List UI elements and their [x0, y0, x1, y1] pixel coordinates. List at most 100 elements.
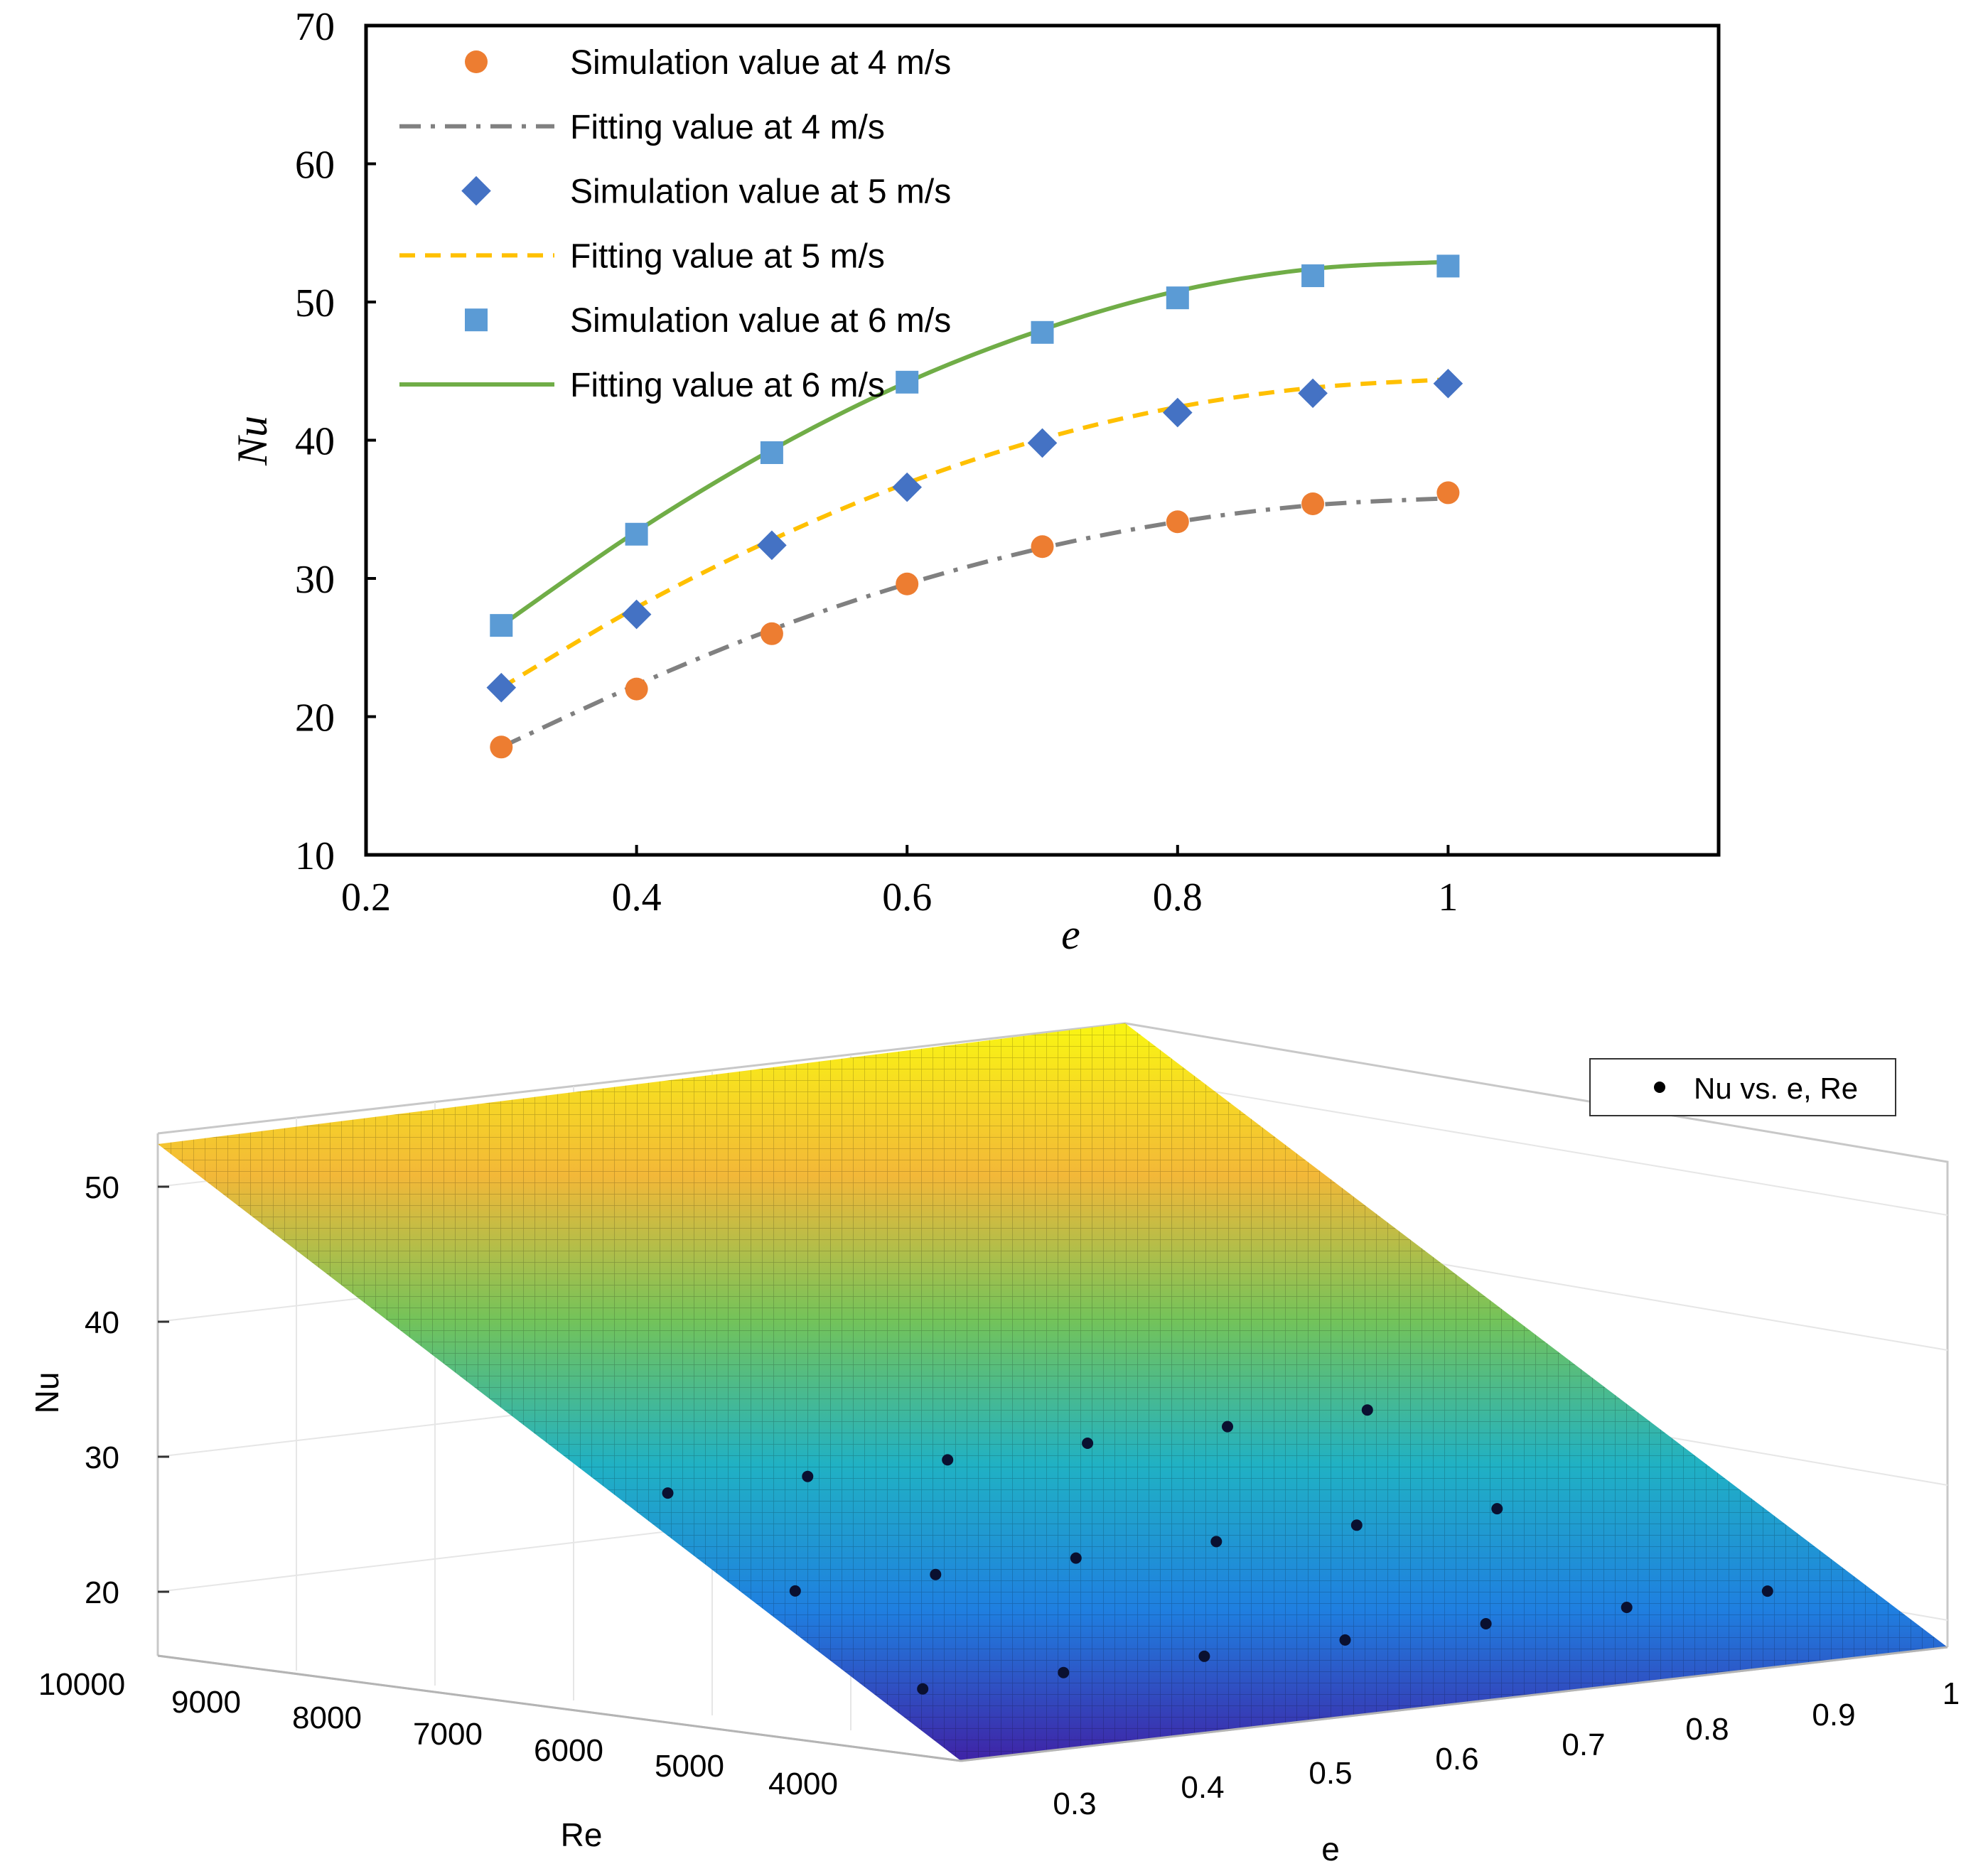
e-axis-ticks: 0.3 0.4 0.5 0.6 0.7 0.8 0.9 1 [1053, 1676, 1960, 1821]
marker-simulation-value-at-5-m-s [486, 672, 517, 703]
e-tick-label: 0.7 [1562, 1727, 1605, 1762]
data-point [1198, 1650, 1210, 1662]
marker-simulation-value-at-6-m-s [490, 614, 513, 637]
data-point [930, 1568, 942, 1580]
nu-vs-e-line-chart: 0.2 0.4 0.6 0.8 1 10 20 30 40 50 60 70 e Nu Simula… [229, 5, 1721, 958]
marker-simulation-value-at-5-m-s [757, 530, 787, 561]
data-point [917, 1683, 929, 1695]
legend-label: Fitting value at 5 m/s [570, 237, 885, 275]
marker-simulation-value-at-6-m-s [1436, 254, 1460, 278]
re-tick-label: 8000 [292, 1700, 362, 1735]
re-axis-label: Re [561, 1816, 603, 1853]
fit-line-fitting-value-at-5-m-s [500, 377, 1449, 690]
x-axis-label: e [1061, 911, 1080, 958]
marker-simulation-value-at-4-m-s [625, 677, 648, 701]
legend-symbol-square [465, 308, 488, 332]
re-tick-label: 5000 [655, 1749, 724, 1784]
y-tick-label: 50 [295, 281, 335, 325]
re-tick-label: 7000 [413, 1717, 483, 1752]
legend-item: Simulation value at 5 m/s [461, 173, 951, 211]
legend-symbol-point [1654, 1082, 1665, 1093]
z-tick-label: 20 [85, 1575, 119, 1610]
y-tick-label: 70 [295, 5, 335, 49]
marker-simulation-value-at-4-m-s [1031, 535, 1054, 559]
data-point [1210, 1536, 1223, 1548]
re-tick-label: 4000 [768, 1767, 838, 1801]
data-point [1480, 1618, 1492, 1629]
legend-label: Fitting value at 6 m/s [570, 367, 885, 404]
legend-item: Fitting value at 4 m/s [399, 109, 885, 146]
data-point [942, 1454, 954, 1466]
legend-label: Fitting value at 4 m/s [570, 109, 885, 146]
axes-box-front [157, 1646, 1948, 1762]
data-point [789, 1585, 801, 1597]
data-point [802, 1470, 814, 1482]
x-tick-label: 0.2 [341, 875, 391, 920]
legend-label: Simulation value at 5 m/s [570, 173, 951, 211]
x-tick-label: 0.4 [612, 875, 662, 920]
marker-simulation-value-at-5-m-s [1027, 428, 1058, 458]
data-points [662, 1404, 1773, 1695]
e-axis-label: e [1321, 1831, 1340, 1867]
y-tick-label: 60 [295, 144, 335, 188]
legend: Nu vs. e, Re [1589, 1058, 1896, 1116]
back-box-edge [157, 1022, 1949, 1647]
z-tick-label: 50 [85, 1170, 119, 1205]
y-tick-label: 10 [295, 834, 335, 878]
re-axis-ticks: 10000 9000 8000 7000 6000 5000 4000 [38, 1667, 838, 1801]
data-point [1058, 1666, 1070, 1678]
fit-line-fitting-value-at-4-m-s [500, 496, 1449, 750]
marker-simulation-value-at-4-m-s [1301, 492, 1325, 515]
simulation-markers [486, 254, 1463, 759]
marker-simulation-value-at-6-m-s [625, 522, 648, 546]
marker-simulation-value-at-5-m-s [1163, 397, 1193, 428]
data-point [1361, 1404, 1373, 1416]
marker-simulation-value-at-6-m-s [1166, 286, 1189, 310]
legend-item: Simulation value at 6 m/s [465, 302, 951, 340]
e-tick-label: 0.9 [1812, 1698, 1855, 1732]
e-tick-label: 0.3 [1053, 1786, 1096, 1821]
z-axis-ticks: 20 30 40 50 [85, 1170, 169, 1610]
e-tick-label: 0.4 [1181, 1770, 1224, 1805]
marker-simulation-value-at-4-m-s [896, 572, 919, 595]
e-tick-label: 0.6 [1435, 1742, 1478, 1777]
surface-mesh [158, 1023, 1947, 1761]
marker-simulation-value-at-6-m-s [1301, 264, 1325, 288]
z-tick-label: 30 [85, 1440, 119, 1475]
marker-simulation-value-at-4-m-s [490, 735, 513, 759]
marker-simulation-value-at-4-m-s [1436, 481, 1460, 505]
e-tick-label: 1 [1943, 1676, 1960, 1711]
data-point [1491, 1503, 1503, 1515]
re-tick-label: 9000 [171, 1685, 241, 1720]
grid-line-z [1124, 1076, 1948, 1216]
z-axis-label: Nu [28, 1372, 65, 1414]
legend-label: Simulation value at 6 m/s [570, 302, 951, 340]
data-point [1339, 1634, 1351, 1646]
legend-label: Nu vs. e, Re [1694, 1072, 1858, 1105]
data-point [1082, 1438, 1094, 1449]
y-axis-label: Nu [229, 416, 276, 466]
y-tick-label: 20 [295, 696, 335, 740]
data-point [1350, 1519, 1363, 1531]
re-tick-label: 10000 [38, 1667, 125, 1702]
x-tick-label: 0.6 [882, 875, 932, 920]
z-tick-label: 40 [85, 1305, 119, 1340]
marker-simulation-value-at-6-m-s [896, 370, 919, 394]
legend-item: Simulation value at 4 m/s [465, 44, 951, 82]
x-tick-label: 0.8 [1153, 875, 1203, 920]
marker-simulation-value-at-4-m-s [760, 622, 783, 645]
data-point [1222, 1421, 1233, 1433]
y-axis-ticks: 10 20 30 40 50 60 70 [295, 5, 376, 878]
legend: Simulation value at 4 m/s Fitting value a… [399, 44, 951, 404]
legend-label: Simulation value at 4 m/s [570, 44, 951, 82]
data-point [1621, 1602, 1633, 1613]
re-tick-label: 6000 [534, 1733, 603, 1768]
legend-box [1589, 1058, 1896, 1116]
marker-simulation-value-at-6-m-s [1031, 320, 1054, 344]
legend-item: Fitting value at 6 m/s [399, 367, 885, 404]
data-point [662, 1487, 674, 1499]
marker-simulation-value-at-5-m-s [1433, 368, 1463, 399]
x-axis-ticks: 0.2 0.4 0.6 0.8 1 [341, 845, 1458, 920]
e-tick-label: 0.5 [1309, 1756, 1352, 1791]
